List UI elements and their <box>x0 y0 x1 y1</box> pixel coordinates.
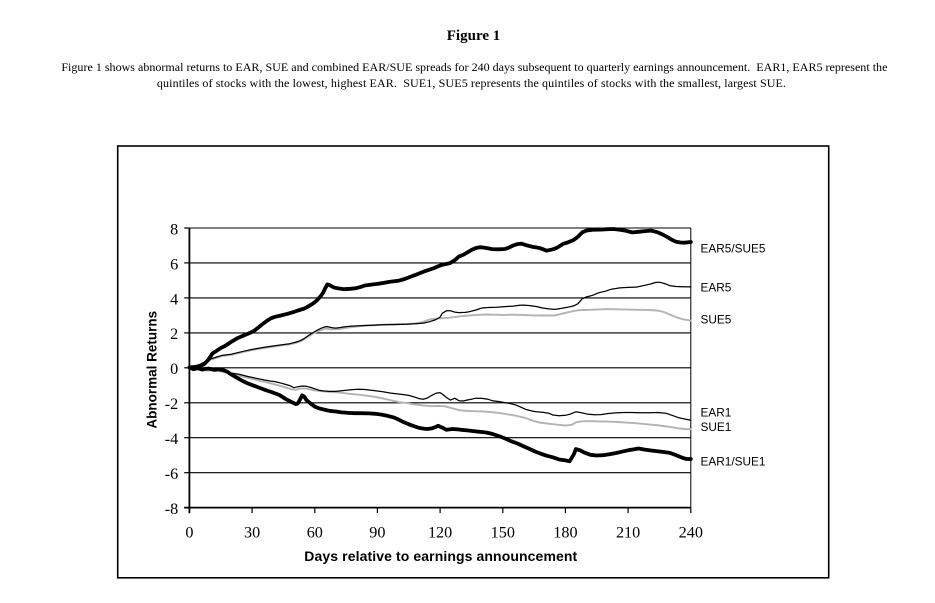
svg-text:Figure 1 shows abnormal return: Figure 1 shows abnormal returns to EAR, … <box>61 60 887 74</box>
svg-text:EAR1/SUE1: EAR1/SUE1 <box>701 454 766 468</box>
svg-text:SUE1: SUE1 <box>701 420 732 434</box>
svg-text:210: 210 <box>616 523 640 541</box>
svg-text:-4: -4 <box>165 430 178 448</box>
svg-text:6: 6 <box>170 255 178 273</box>
svg-text:60: 60 <box>307 523 323 541</box>
svg-text:Abnormal Returns: Abnormal Returns <box>145 311 160 429</box>
svg-text:EAR1: EAR1 <box>701 406 732 420</box>
svg-text:90: 90 <box>369 523 385 541</box>
svg-text:150: 150 <box>491 523 515 541</box>
svg-text:EAR5/SUE5: EAR5/SUE5 <box>701 242 766 256</box>
svg-text:30: 30 <box>244 523 260 541</box>
svg-text:120: 120 <box>428 523 452 541</box>
svg-text:-2: -2 <box>165 395 178 413</box>
svg-text:8: 8 <box>170 220 178 238</box>
svg-text:-8: -8 <box>165 500 178 518</box>
svg-text:Figure 1: Figure 1 <box>447 28 500 44</box>
svg-text:EAR5: EAR5 <box>701 281 732 295</box>
svg-text:quintiles of stocks with the l: quintiles of stocks with the lowest, hig… <box>157 76 786 90</box>
svg-text:0: 0 <box>170 360 178 378</box>
svg-text:-6: -6 <box>165 465 178 483</box>
svg-text:Days relative to earnings anno: Days relative to earnings announcement <box>304 548 577 564</box>
svg-text:180: 180 <box>553 523 577 541</box>
svg-text:SUE5: SUE5 <box>701 313 732 327</box>
svg-text:240: 240 <box>679 523 703 541</box>
svg-text:0: 0 <box>185 523 193 541</box>
svg-text:2: 2 <box>170 325 178 343</box>
svg-text:4: 4 <box>170 290 178 308</box>
